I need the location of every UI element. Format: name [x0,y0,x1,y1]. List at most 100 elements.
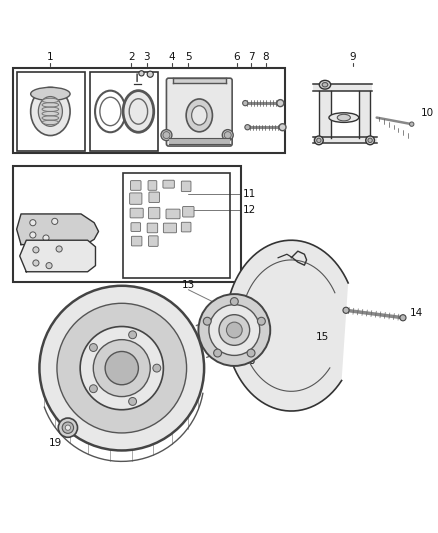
Circle shape [153,364,161,372]
Circle shape [129,331,137,339]
Circle shape [58,418,78,437]
Text: 12: 12 [243,205,256,215]
Circle shape [214,349,222,357]
Ellipse shape [39,96,63,126]
Circle shape [30,232,36,238]
Circle shape [163,132,170,139]
Text: 11: 11 [243,189,256,199]
Polygon shape [313,138,377,143]
Circle shape [89,385,97,393]
Circle shape [209,304,260,356]
Text: 15: 15 [315,332,328,342]
Bar [90,72,158,151]
Text: 1: 1 [47,52,54,61]
Circle shape [30,220,36,226]
FancyBboxPatch shape [147,223,158,233]
Circle shape [65,425,71,430]
Circle shape [410,122,414,126]
Circle shape [314,136,323,145]
Circle shape [33,247,39,253]
Circle shape [279,124,286,131]
Bar [13,68,285,154]
Text: 5: 5 [185,52,192,61]
Polygon shape [169,138,230,144]
Circle shape [368,138,372,142]
Polygon shape [359,91,370,138]
Text: 16: 16 [243,356,256,366]
Ellipse shape [31,87,70,135]
Text: 6: 6 [233,52,240,61]
Circle shape [203,317,211,325]
Ellipse shape [319,80,331,89]
Ellipse shape [329,113,359,123]
Bar [17,72,85,151]
Circle shape [245,125,250,130]
FancyBboxPatch shape [149,192,159,203]
Circle shape [147,71,153,77]
Text: 14: 14 [410,309,423,318]
FancyBboxPatch shape [131,223,141,231]
Circle shape [224,132,231,139]
Polygon shape [313,84,372,91]
Circle shape [243,101,248,106]
FancyBboxPatch shape [131,236,142,246]
Circle shape [33,260,39,266]
FancyBboxPatch shape [166,78,232,146]
Circle shape [219,314,250,345]
Circle shape [343,307,349,313]
Ellipse shape [223,130,233,141]
Polygon shape [17,214,99,245]
Circle shape [198,294,270,366]
FancyBboxPatch shape [166,209,180,219]
Ellipse shape [31,87,70,101]
Text: 3: 3 [143,52,150,61]
FancyBboxPatch shape [148,236,158,246]
Circle shape [62,422,74,433]
Text: 9: 9 [349,52,356,61]
FancyBboxPatch shape [130,193,142,204]
Circle shape [56,246,62,252]
Circle shape [226,322,242,338]
Circle shape [105,351,138,385]
FancyBboxPatch shape [130,208,143,218]
Circle shape [277,100,284,107]
Circle shape [52,219,58,224]
Text: 13: 13 [182,280,195,290]
Circle shape [39,286,204,450]
Ellipse shape [192,106,207,125]
Ellipse shape [161,130,172,141]
Polygon shape [319,91,331,138]
Ellipse shape [322,83,328,87]
Polygon shape [20,240,95,272]
Text: 4: 4 [168,52,175,61]
FancyBboxPatch shape [181,222,191,232]
Text: 17: 17 [191,377,204,387]
FancyBboxPatch shape [131,181,141,190]
FancyBboxPatch shape [163,180,174,188]
Bar [123,173,230,278]
Circle shape [46,263,52,269]
Circle shape [230,297,238,305]
Text: 19: 19 [49,438,62,448]
Circle shape [247,349,255,357]
Circle shape [258,317,265,325]
FancyBboxPatch shape [148,181,157,190]
Circle shape [93,340,150,397]
FancyBboxPatch shape [183,206,194,217]
Text: 7: 7 [247,52,254,61]
FancyBboxPatch shape [181,181,191,191]
Text: 2: 2 [128,52,135,61]
Circle shape [139,71,144,76]
Circle shape [43,235,49,241]
Circle shape [366,136,374,145]
Polygon shape [173,78,226,84]
Circle shape [80,327,163,410]
FancyBboxPatch shape [148,207,160,219]
Ellipse shape [123,91,154,132]
Text: 8: 8 [262,52,269,61]
Circle shape [129,398,137,406]
Circle shape [89,344,97,351]
Circle shape [57,303,187,433]
Text: 10: 10 [420,108,434,118]
Bar [13,166,241,282]
